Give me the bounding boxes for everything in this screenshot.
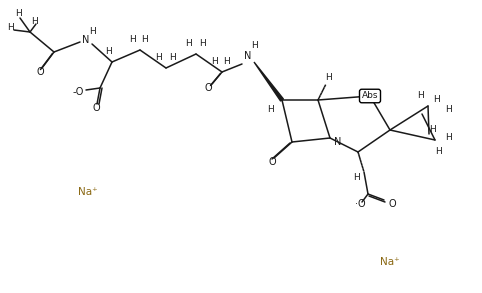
Text: Na⁺: Na⁺ [380,257,400,267]
Text: H: H [169,54,175,62]
Text: ·O: ·O [355,199,365,209]
Text: H: H [416,91,423,100]
Text: H: H [105,47,111,57]
Text: H: H [199,40,205,49]
Text: H: H [223,57,229,67]
Text: H: H [251,42,257,50]
Text: H: H [89,28,95,37]
Text: H: H [435,147,442,156]
Text: H: H [141,35,147,45]
Text: H: H [324,74,332,83]
Text: H: H [14,9,21,18]
Text: O: O [204,83,212,93]
Text: H: H [129,35,135,45]
Text: H: H [353,173,360,183]
Text: H: H [211,57,217,67]
Text: -O: -O [72,87,84,97]
Text: O: O [388,199,396,209]
Text: H: H [267,105,273,115]
Text: H: H [444,105,451,115]
Text: H: H [31,18,38,26]
Text: O: O [92,103,100,113]
Text: N: N [244,51,252,61]
Text: N: N [335,137,342,147]
Text: H: H [185,40,191,49]
Text: O: O [36,67,44,77]
Text: Na⁺: Na⁺ [78,187,98,197]
Text: H: H [444,134,451,142]
Text: H: H [428,125,435,134]
Text: O: O [268,157,276,167]
Text: H: H [155,54,161,62]
Polygon shape [254,62,283,101]
Text: Abs: Abs [362,91,378,100]
Text: H: H [7,23,13,33]
Text: N: N [82,35,90,45]
Text: H: H [433,96,440,105]
